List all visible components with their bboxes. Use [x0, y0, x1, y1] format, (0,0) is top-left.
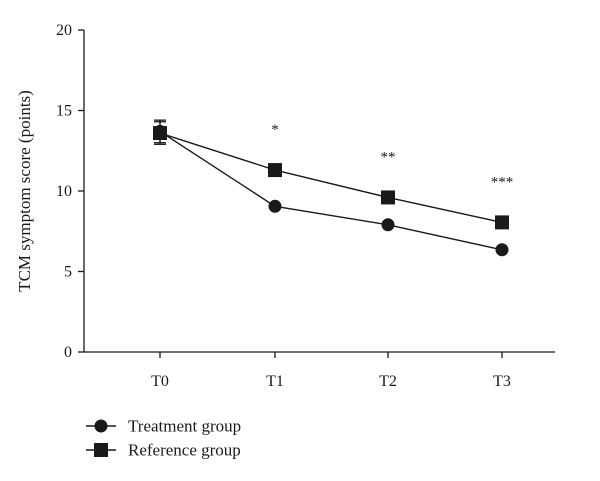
data-point-square — [153, 126, 167, 141]
x-tick-label: T3 — [493, 373, 511, 390]
legend-marker-circle — [94, 419, 108, 433]
data-point-circle — [495, 243, 509, 257]
x-tick-label: T1 — [266, 373, 284, 390]
x-tick-label: T2 — [379, 373, 397, 390]
y-axis-title: TCM symptom score (points) — [15, 90, 34, 292]
significance-markers: ****** — [271, 122, 513, 190]
legend-marker-square — [94, 443, 108, 457]
legend: Treatment group Reference group — [86, 417, 241, 460]
y-tick-label: 15 — [56, 103, 72, 120]
legend-item: Reference group — [86, 441, 241, 460]
legend-item: Treatment group — [86, 417, 241, 436]
series-treatment-group — [153, 119, 509, 257]
data-point-circle — [381, 218, 395, 232]
y-ticks: 0 5 10 15 20 — [56, 22, 84, 361]
y-tick-label: 10 — [56, 183, 72, 200]
y-tick-label: 0 — [64, 344, 72, 361]
x-ticks: T0 T1 T2 T3 — [151, 352, 511, 390]
significance-label: * — [271, 122, 279, 138]
y-tick-label: 5 — [64, 264, 72, 281]
data-point-square — [268, 163, 282, 178]
series-layer — [153, 119, 509, 257]
significance-label: ** — [381, 149, 396, 165]
legend-label: Treatment group — [128, 417, 241, 436]
significance-label: *** — [491, 174, 514, 190]
series-line — [159, 130, 503, 251]
data-point-square — [495, 215, 509, 230]
y-axis: 0 5 10 15 20 TCM symptom score (points) — [15, 22, 85, 361]
legend-label: Reference group — [128, 441, 241, 460]
data-point-square — [381, 190, 395, 205]
series-reference-group — [153, 121, 509, 230]
x-axis: T0 T1 T2 T3 — [84, 351, 555, 390]
series-line — [159, 132, 503, 224]
x-tick-label: T0 — [151, 373, 169, 390]
data-point-circle — [268, 199, 282, 213]
y-tick-label: 20 — [56, 22, 72, 39]
